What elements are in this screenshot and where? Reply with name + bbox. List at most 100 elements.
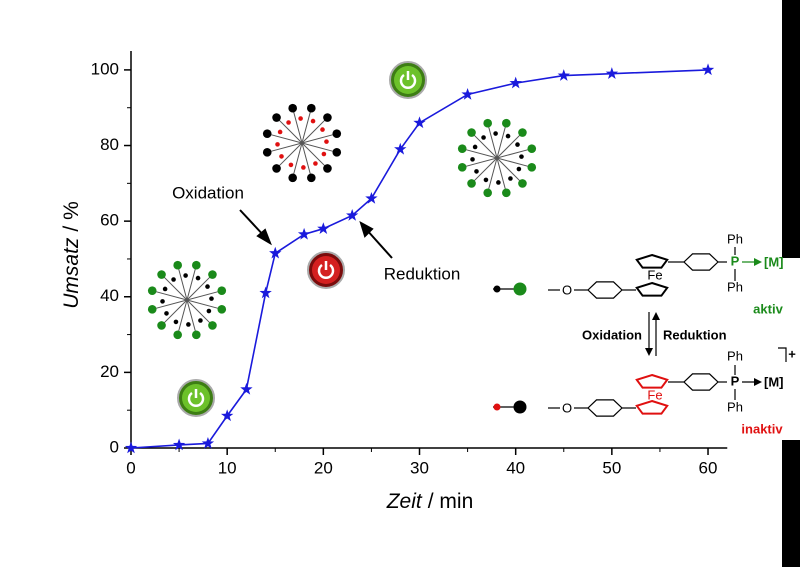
dendrimer-end — [272, 164, 281, 173]
dendrimer-end — [262, 129, 272, 138]
dendrimer-inner — [505, 133, 511, 139]
spoke — [301, 117, 328, 144]
data-point — [365, 191, 378, 204]
dendrimer-inner — [206, 308, 212, 314]
dendrimer-inner — [209, 296, 214, 301]
spoke — [152, 290, 188, 301]
y-tick-label: 80 — [100, 135, 119, 154]
annotation: Oxidation — [172, 183, 244, 202]
dendrimer-inner — [173, 319, 179, 325]
dendrimer-inner — [279, 154, 284, 159]
atom-label: Fe — [647, 267, 662, 282]
spoke — [186, 299, 197, 335]
dendrimer-inner — [508, 176, 513, 181]
cp-ring — [635, 281, 669, 297]
y-tick-label: 60 — [100, 211, 119, 230]
cp-ring — [635, 253, 669, 269]
spoke — [292, 142, 303, 178]
dendrimer-end — [518, 179, 527, 188]
dot — [493, 403, 501, 411]
state-label: inaktiv — [741, 421, 783, 436]
dendrimer-inner — [324, 139, 329, 144]
dendrimer-end — [192, 260, 201, 270]
spoke — [267, 133, 303, 144]
dendrimer-end — [483, 188, 492, 198]
atom-label: Ph — [727, 348, 743, 363]
spoke — [496, 157, 523, 184]
data-point — [557, 69, 570, 81]
y-tick-label: 0 — [110, 437, 119, 456]
data-line — [130, 69, 709, 449]
dendrimer-end — [208, 270, 217, 279]
bracket — [778, 347, 787, 362]
dendrimer-inner — [195, 275, 201, 281]
x-tick-label: 30 — [410, 458, 429, 477]
power-icon — [317, 263, 335, 279]
x-tick-label: 60 — [699, 458, 718, 477]
dendrimer-inner — [321, 151, 327, 157]
data-point — [605, 67, 619, 79]
atom-label: Ph — [727, 279, 743, 294]
y-tick-label: 40 — [100, 286, 119, 305]
dendrimer-end — [518, 128, 527, 137]
dendrimer-end — [457, 144, 467, 153]
y-label-unit: / % — [60, 201, 83, 231]
spoke — [487, 157, 498, 193]
power-icon — [187, 391, 205, 407]
spoke — [161, 274, 188, 301]
spoke — [186, 265, 197, 301]
dendrimer-end — [332, 148, 342, 157]
dendrimer-end — [527, 163, 537, 172]
y-label-italic: Umsatz — [60, 237, 83, 309]
charge-label: + — [788, 346, 796, 361]
atom-label: O — [562, 400, 572, 415]
dendrimer-end — [307, 103, 316, 113]
y-tick-label: 100 — [91, 59, 119, 78]
atom-label: [M] — [764, 254, 784, 269]
dendrimer-end — [288, 103, 297, 113]
x-tick-label: 40 — [506, 458, 525, 477]
dendrimer-end — [157, 270, 166, 279]
dendrimer-inner — [519, 154, 524, 159]
scheme-label: Oxidation — [582, 327, 642, 342]
dendrimer-inner — [474, 169, 479, 174]
dendrimer-end — [483, 118, 492, 128]
x-tick-label: 20 — [314, 458, 333, 477]
atom-label: P — [731, 253, 740, 268]
dendrimer-inner — [472, 144, 478, 150]
dendrimer-end — [457, 163, 467, 172]
dot — [513, 400, 527, 414]
dendrimer-end — [147, 286, 157, 295]
data-point — [461, 87, 474, 100]
atom-label: Ph — [727, 231, 743, 246]
cp-ring — [635, 373, 669, 389]
dendrimer-end — [173, 260, 182, 270]
spoke — [186, 299, 222, 310]
data-point — [259, 286, 272, 299]
y-tick-label: 20 — [100, 362, 119, 381]
dendrimer-end — [332, 129, 342, 138]
dendrimer-end — [192, 330, 201, 340]
dendrimer-end — [147, 305, 157, 314]
scheme-labels: O O Fe Fe Ph Ph P [M] aktiv Ph Ph P [M] … — [562, 231, 796, 436]
dendrimer-inner — [186, 322, 191, 327]
dendrimer-inner — [516, 166, 522, 172]
dendrimer-end — [323, 164, 332, 173]
arrow-head — [359, 220, 374, 238]
edge-bar — [782, 440, 800, 567]
data-point — [413, 116, 426, 129]
x-axis-label: Zeit / min — [386, 490, 474, 513]
dendrimer-inner — [298, 116, 303, 121]
dendrimer-end — [527, 144, 537, 153]
arrow-head — [754, 258, 762, 266]
arrow-head — [256, 228, 272, 246]
annotation: Reduktion — [384, 264, 461, 283]
data-point — [297, 227, 311, 240]
x-label-italic: Zeit — [386, 490, 423, 513]
data-point — [394, 142, 407, 155]
spoke — [177, 299, 188, 335]
dendrimer-inner — [205, 284, 210, 289]
spoke — [152, 299, 188, 310]
dendrimer-end — [217, 286, 227, 295]
dendrimer-end — [157, 321, 166, 330]
